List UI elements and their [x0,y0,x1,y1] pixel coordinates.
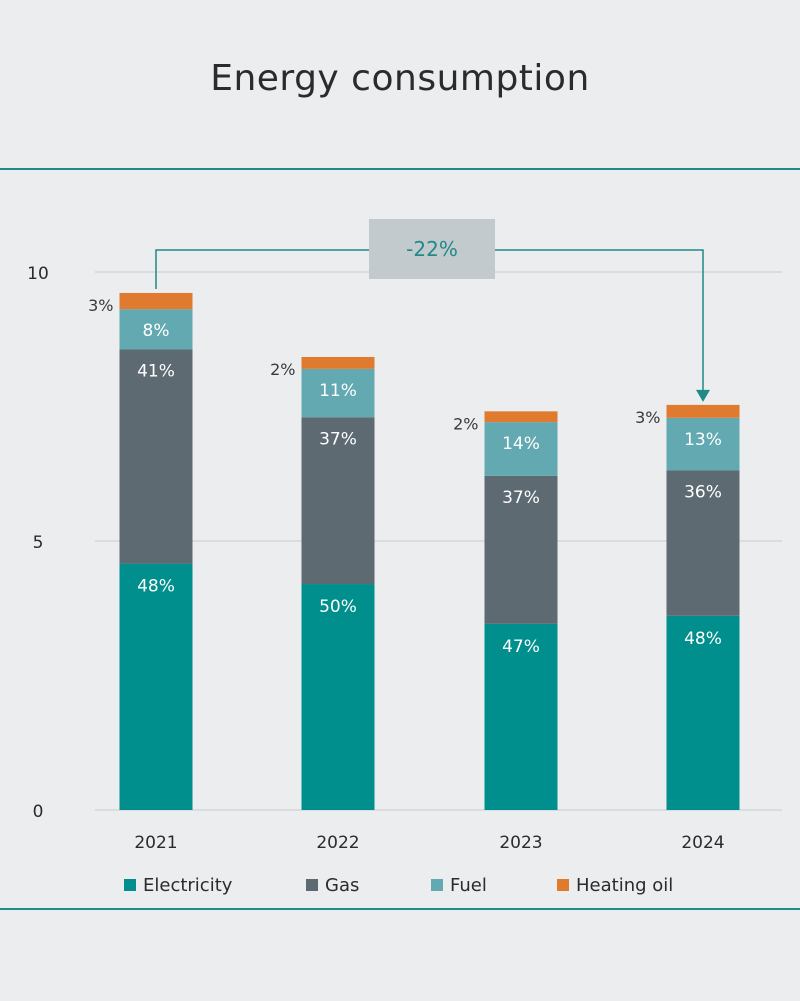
bar-fuel-2024 [666,417,740,471]
bar-electricity-2021 [119,563,193,810]
data-label-gas-2022: 37% [319,429,357,449]
bar-heating-oil-2024 [666,404,740,418]
bar-electricity-2024 [666,615,740,810]
data-label-fuel-2021: 8% [143,321,170,341]
bottom-divider [0,908,800,910]
data-label-gas-2024: 36% [684,483,722,503]
bar-fuel-2021 [119,309,193,350]
legend-label-fuel: Fuel [450,874,487,896]
data-label-gas-2023: 37% [502,488,540,508]
annotation-box [369,219,495,279]
legend-label-heating-oil: Heating oil [576,874,674,896]
y-tick-label-10: 10 [27,264,49,284]
chart: 0 5 10 48% 41% 8% 3% 2021 50% 37% 11% 2% 2022 47% 37% 1… [27,219,782,853]
legend-swatch-heating-oil [557,879,569,891]
legend-item-heating-oil: Heating oil [557,872,673,898]
x-tick-label-2021: 2021 [134,833,177,853]
top-divider [0,168,800,170]
bar-gas-2023 [484,475,558,624]
legend-swatch-gas [306,879,318,891]
bar-electricity-2023 [484,623,558,810]
bar-fuel-2022 [301,368,375,418]
data-label-electricity-2022: 50% [319,597,357,617]
bar-electricity-2022 [301,584,375,810]
data-label-gas-2021: 41% [137,361,175,381]
data-label-heating-oil-2021: 3% [88,296,113,315]
bar-gas-2021 [119,349,193,564]
data-label-fuel-2023: 14% [502,434,540,454]
bar-gas-2022 [301,417,375,585]
legend-label-gas: Gas [325,874,360,896]
bar-heating-oil-2022 [301,357,375,369]
x-tick-label-2024: 2024 [681,833,724,853]
x-tick-label-2022: 2022 [316,833,359,853]
bar-fuel-2023 [484,422,558,476]
data-label-fuel-2024: 13% [684,430,722,450]
x-tick-label-2023: 2023 [499,833,542,853]
legend-label-electricity: Electricity [143,874,233,896]
data-label-electricity-2021: 48% [137,577,175,597]
y-tick-label-5: 5 [33,533,44,553]
bar-gas-2024 [666,470,740,616]
data-label-electricity-2024: 48% [684,629,722,649]
bar-heating-oil-2023 [484,411,558,423]
legend: Electricity Gas Fuel Heating oil [0,872,800,898]
legend-item-gas: Gas [306,872,359,898]
annotation-arrowhead [696,389,710,402]
annotation-label: -22% [406,237,458,261]
bar-heating-oil-2021 [119,292,193,310]
data-label-electricity-2023: 47% [502,637,540,657]
chart-title: Energy consumption [210,58,590,99]
legend-item-fuel: Fuel [431,872,487,898]
legend-item-electricity: Electricity [124,872,232,898]
y-tick-label-0: 0 [33,802,44,822]
legend-swatch-electricity [124,879,136,891]
data-label-heating-oil-2024: 3% [635,408,660,427]
legend-swatch-fuel [431,879,443,891]
data-label-heating-oil-2022: 2% [270,360,295,379]
data-label-fuel-2022: 11% [319,381,357,401]
data-label-heating-oil-2023: 2% [453,414,478,433]
